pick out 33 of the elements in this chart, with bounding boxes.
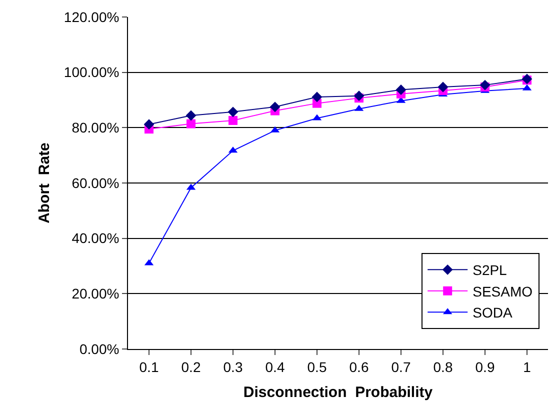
- y-tick-label: 120.00%: [64, 8, 120, 25]
- point: [354, 90, 364, 102]
- point: [228, 106, 238, 118]
- x-axis-title: Disconnection Probability: [243, 384, 434, 401]
- point: [312, 92, 322, 102]
- x-tick-label: 0.2: [181, 358, 201, 375]
- y-tick-label: 100.00%: [64, 64, 120, 80]
- x-tick-label: 1: [523, 358, 532, 375]
- y-tick-label: 20.00%: [72, 286, 120, 302]
- x-tick-label: 0.7: [391, 358, 411, 375]
- point: [186, 110, 196, 121]
- x-tick-label: 0.3: [223, 358, 243, 375]
- y-tick-label: 0.00%: [79, 340, 120, 357]
- point: [438, 82, 448, 92]
- x-tick-label: 0.9: [475, 358, 495, 375]
- x-tick-label: 0.4: [265, 358, 285, 375]
- point: [396, 84, 406, 95]
- x-tick-label: 0.1: [139, 358, 159, 375]
- y-axis-title: Abort Rate: [36, 142, 54, 224]
- point: [186, 119, 196, 128]
- x-tick-label: 0.8: [433, 358, 453, 375]
- point: [270, 102, 280, 112]
- y-tick-label: 80.00%: [72, 120, 120, 136]
- y-tick-label: 60.00%: [72, 174, 120, 191]
- point: [144, 119, 154, 130]
- legend-label: S2PL: [472, 262, 508, 278]
- point: [480, 80, 490, 90]
- legend-label: SESAMO: [472, 283, 533, 300]
- legend-label: SODA: [472, 304, 513, 321]
- x-tick-label: 0.5: [307, 358, 327, 375]
- x-tick-label: 0.6: [349, 358, 369, 375]
- y-tick-label: 40.00%: [72, 230, 120, 246]
- point: [228, 116, 238, 125]
